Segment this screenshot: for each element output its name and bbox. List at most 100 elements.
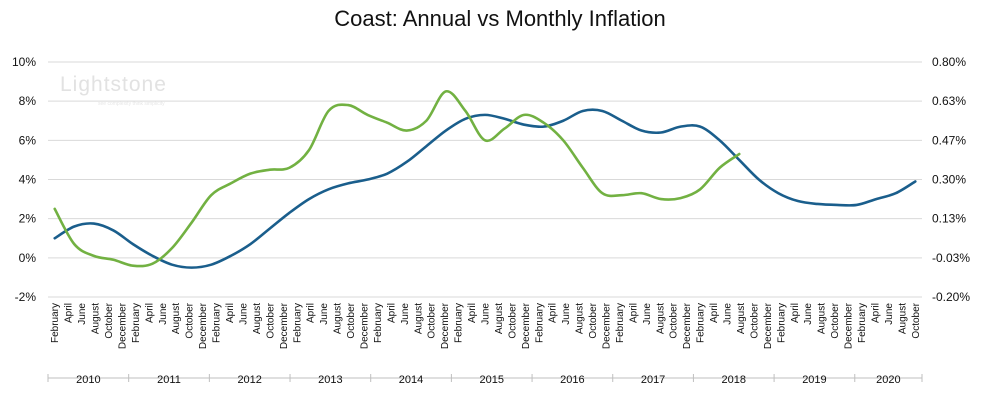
x-axis-month-labels: February April June August October December Fe… [50, 302, 922, 349]
right-axis-tick-label: -0.20% [932, 290, 970, 304]
year-label: 2017 [641, 374, 665, 386]
x-tick-label: August [897, 303, 908, 334]
x-tick-label: August [171, 303, 182, 334]
x-tick-label: February [131, 303, 142, 343]
left-axis-tick-label: 0% [19, 251, 37, 265]
x-tick-label: October [427, 302, 438, 338]
lightstone-logo-watermark: Lightstone see complexity think simplici… [60, 73, 167, 107]
left-axis-tick-label: 6% [19, 133, 37, 147]
series-layer [53, 90, 917, 269]
x-tick-label: February [615, 303, 626, 343]
year-label: 2014 [399, 374, 423, 386]
x-tick-label: December [198, 302, 209, 349]
x-tick-label: April [548, 303, 559, 323]
x-tick-label: April [790, 303, 801, 323]
watermark-tagline: see complexity think simplicity [98, 101, 165, 107]
x-tick-label: June [481, 303, 492, 325]
left-axis-tick-label: 10% [12, 55, 36, 69]
x-tick-label: August [655, 303, 666, 334]
x-tick-label: August [575, 303, 586, 334]
right-axis-tick-label: 0.13% [932, 212, 966, 226]
x-tick-label: February [776, 303, 787, 343]
x-tick-label: August [333, 303, 344, 334]
x-axis-years: 2010 2011 2012 2013 2014 2015 2016 2017 2018 2019… [47, 374, 923, 386]
x-tick-label: December [359, 302, 370, 349]
x-tick-label: February [292, 303, 303, 343]
x-tick-label: June [803, 303, 814, 325]
watermark-logo-text: Lightstone [60, 73, 167, 96]
x-tick-label: April [144, 303, 155, 323]
x-tick-label: February [696, 303, 707, 343]
right-axis-tick-label: -0.03% [932, 251, 970, 265]
x-tick-label: February [454, 303, 465, 343]
right-axis: 0.80% 0.63% 0.47% 0.30% 0.13% -0.03% -0.20% [932, 55, 970, 304]
x-tick-label: April [628, 303, 639, 323]
x-tick-label: December [763, 302, 774, 349]
x-tick-label: April [709, 303, 720, 323]
x-tick-label: October [749, 302, 760, 338]
x-tick-label: October [588, 302, 599, 338]
x-tick-label: February [212, 303, 223, 343]
x-tick-label: December [682, 302, 693, 349]
x-tick-label: December [844, 302, 855, 349]
x-tick-label: June [238, 303, 249, 325]
x-tick-label: October [346, 302, 357, 338]
x-tick-label: October [669, 302, 680, 338]
year-label: 2016 [560, 374, 584, 386]
x-tick-label: February [50, 303, 61, 343]
x-tick-label: June [561, 303, 572, 325]
right-axis-tick-label: 0.47% [932, 133, 966, 147]
x-tick-label: April [386, 303, 397, 323]
x-tick-label: December [602, 302, 613, 349]
left-axis-tick-label: 2% [19, 212, 37, 226]
year-label: 2015 [479, 374, 503, 386]
chart-title: Coast: Annual vs Monthly Inflation [334, 6, 666, 31]
x-tick-label: August [817, 303, 828, 334]
x-tick-label: October [104, 302, 115, 338]
x-tick-label: August [736, 303, 747, 334]
x-tick-label: October [265, 302, 276, 338]
x-tick-label: August [494, 303, 505, 334]
x-tick-label: April [870, 303, 881, 323]
x-tick-label: April [64, 303, 75, 323]
year-label: 2020 [876, 374, 900, 386]
x-tick-label: October [185, 302, 196, 338]
year-label: 2011 [157, 374, 181, 386]
right-axis-tick-label: 0.30% [932, 173, 966, 187]
x-tick-label: February [534, 303, 545, 343]
x-tick-label: June [77, 303, 88, 325]
x-tick-label: June [884, 303, 895, 325]
left-axis-tick-label: 4% [19, 173, 37, 187]
grid-layer [48, 61, 922, 298]
x-tick-label: August [91, 303, 102, 334]
year-label: 2018 [722, 374, 746, 386]
series-line-blue [53, 108, 917, 269]
year-label: 2010 [76, 374, 100, 386]
x-tick-label: April [306, 303, 317, 323]
x-tick-label: February [857, 303, 868, 343]
series-line-green [53, 90, 741, 268]
x-tick-label: December [521, 302, 532, 349]
left-axis-tick-label: 8% [19, 94, 37, 108]
x-tick-label: April [467, 303, 478, 323]
x-tick-label: October [507, 302, 518, 338]
x-tick-label: October [830, 302, 841, 338]
x-tick-label: December [279, 302, 290, 349]
x-tick-label: December [440, 302, 451, 349]
x-tick-label: June [158, 303, 169, 325]
x-tick-label: June [723, 303, 734, 325]
year-label: 2012 [237, 374, 261, 386]
left-axis-tick-label: -2% [15, 290, 37, 304]
year-label: 2019 [802, 374, 826, 386]
x-tick-label: August [252, 303, 263, 334]
year-label: 2013 [318, 374, 342, 386]
right-axis-tick-label: 0.80% [932, 55, 966, 69]
x-tick-label: June [319, 303, 330, 325]
x-tick-label: December [117, 302, 128, 349]
x-tick-label: June [642, 303, 653, 325]
x-tick-label: June [400, 303, 411, 325]
x-tick-label: August [413, 303, 424, 334]
x-tick-label: April [225, 303, 236, 323]
